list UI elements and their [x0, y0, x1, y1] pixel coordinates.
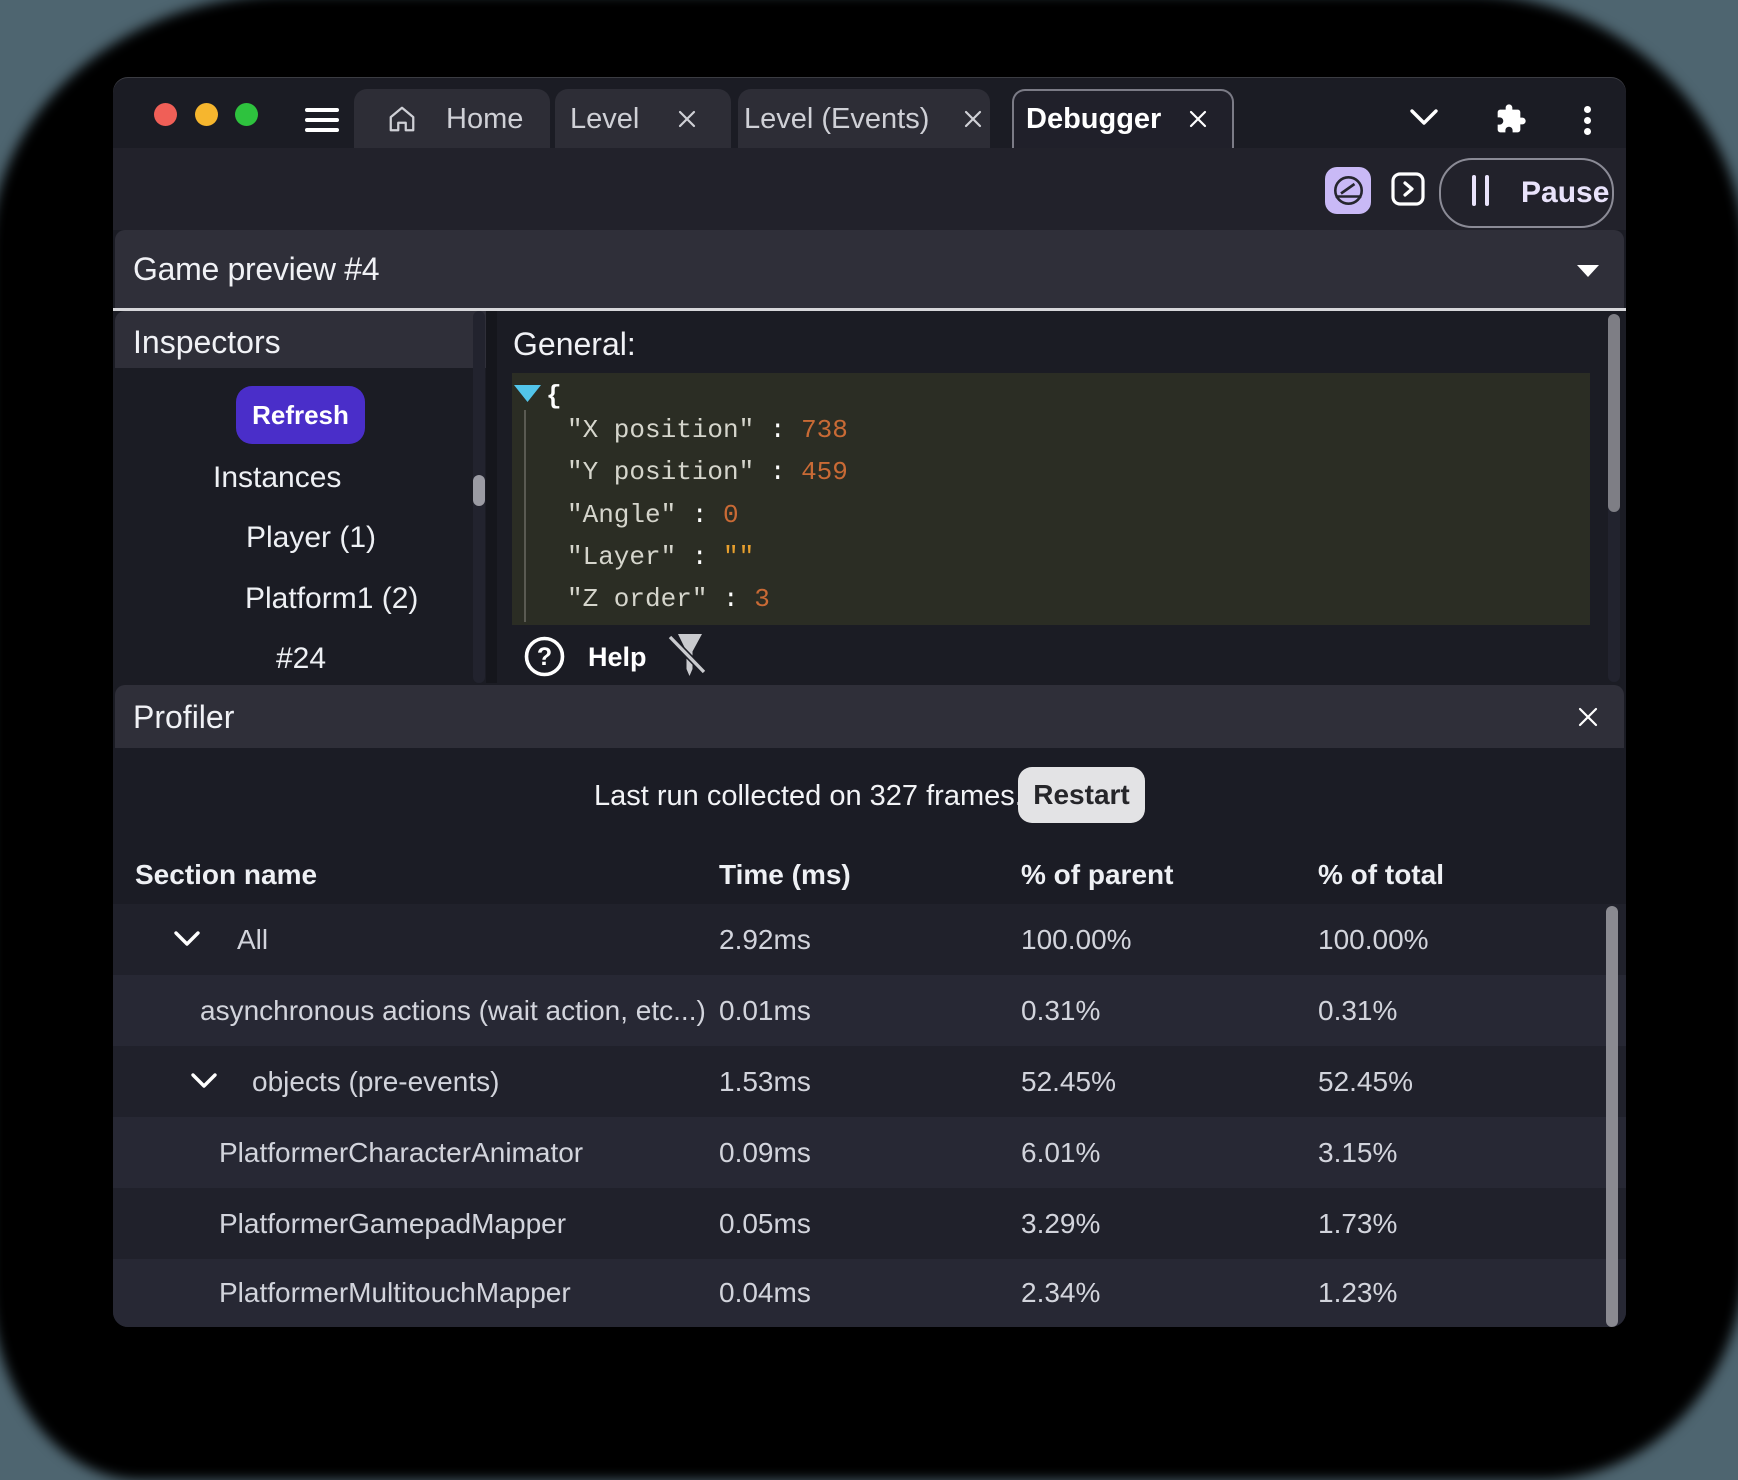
svg-text:?: ?	[537, 643, 552, 671]
